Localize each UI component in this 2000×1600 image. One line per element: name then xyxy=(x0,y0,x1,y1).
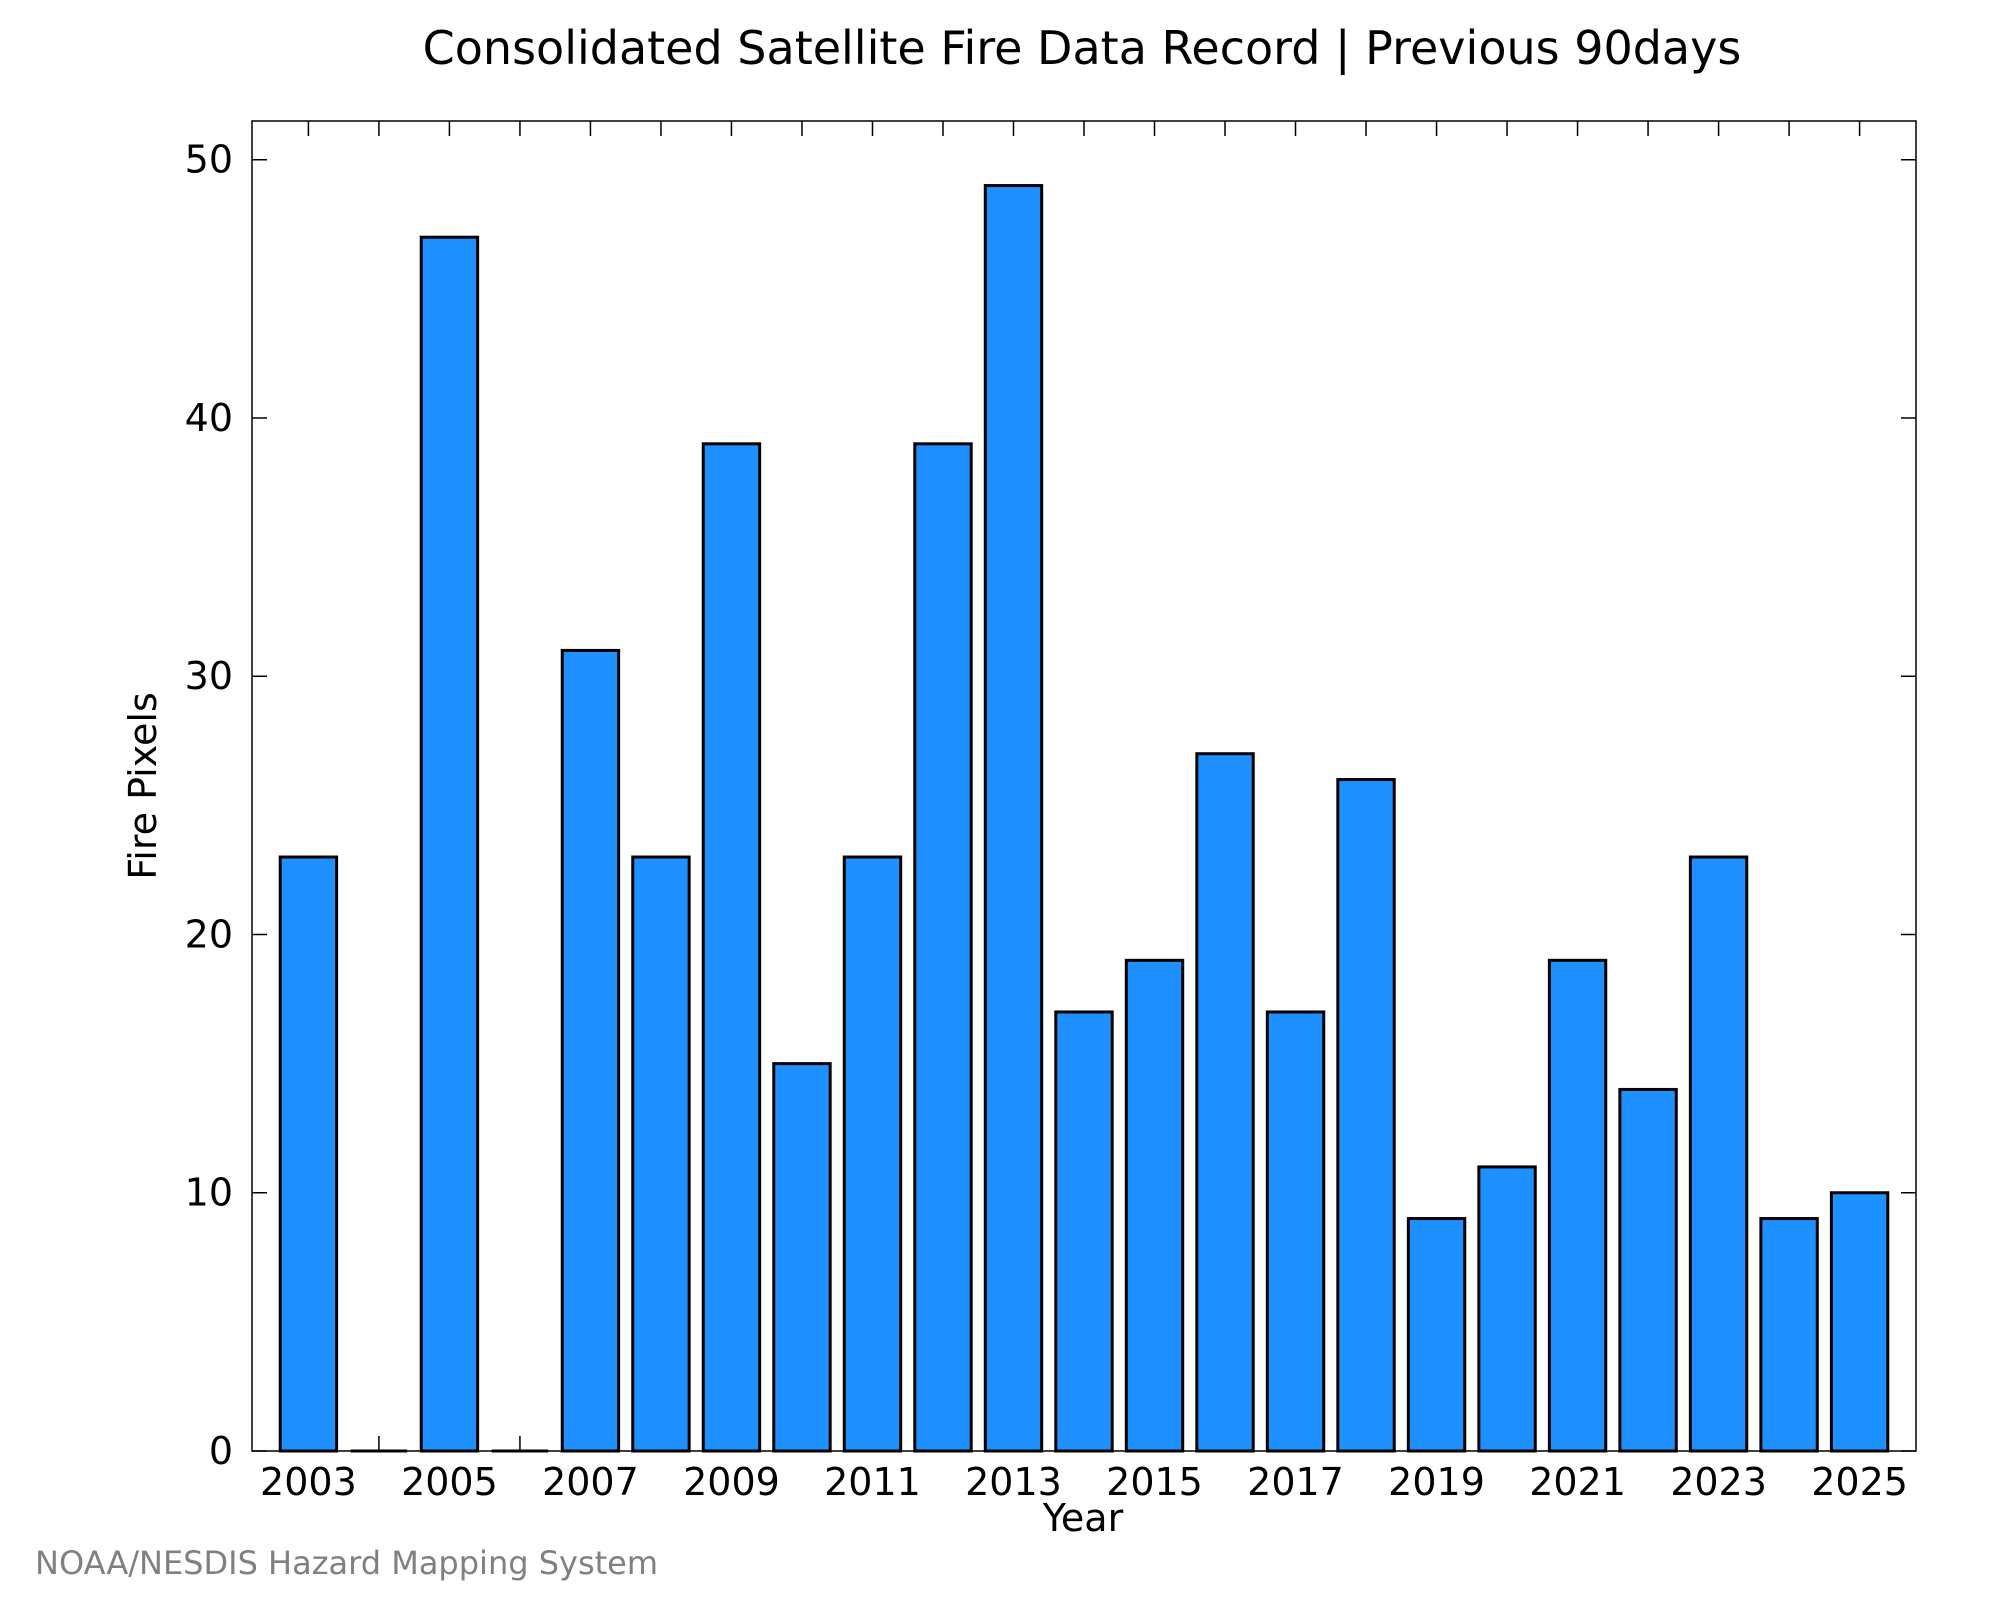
chart-title: Consolidated Satellite Fire Data Record … xyxy=(423,21,1742,76)
y-tick-label-20: 20 xyxy=(185,912,233,956)
bar-2016 xyxy=(1195,752,1255,1453)
bar-2007 xyxy=(560,648,621,1453)
bar-2009 xyxy=(701,442,762,1453)
y-axis-label: Fire Pixels xyxy=(121,692,165,880)
bar-2012 xyxy=(913,442,973,1453)
bar-2013 xyxy=(983,184,1044,1453)
y-tick-label-0: 0 xyxy=(209,1429,233,1473)
y-tick-label-50: 50 xyxy=(185,138,233,182)
bar-2025 xyxy=(1829,1191,1890,1453)
bar-2015 xyxy=(1124,958,1185,1453)
bar-2014 xyxy=(1054,1010,1114,1453)
bar-2018 xyxy=(1336,778,1396,1453)
bar-2021 xyxy=(1547,958,1608,1453)
x-tick-label-2009: 2009 xyxy=(683,1460,780,1504)
y-tick-label-10: 10 xyxy=(185,1171,233,1215)
x-axis-label: Year xyxy=(1042,1496,1124,1540)
bar-2010 xyxy=(772,1062,832,1453)
bar-2011 xyxy=(842,855,903,1453)
x-tick-label-2017: 2017 xyxy=(1247,1460,1344,1504)
x-tick-label-2025: 2025 xyxy=(1811,1460,1908,1504)
bar-2022 xyxy=(1618,1087,1678,1453)
x-tick-label-2021: 2021 xyxy=(1529,1460,1626,1504)
bars xyxy=(278,184,1890,1453)
bar-2017 xyxy=(1265,1010,1326,1453)
plot-frame xyxy=(251,120,1917,1452)
bar-2003 xyxy=(278,855,339,1453)
x-tick-label-2003: 2003 xyxy=(260,1460,357,1504)
bar-2024 xyxy=(1759,1217,1819,1453)
credit-text: NOAA/NESDIS Hazard Mapping System xyxy=(35,1544,658,1582)
bar-2020 xyxy=(1477,1165,1537,1453)
x-tick-label-2023: 2023 xyxy=(1670,1460,1767,1504)
x-tick-label-2011: 2011 xyxy=(824,1460,921,1504)
bar-2019 xyxy=(1406,1217,1467,1453)
x-tick-label-2005: 2005 xyxy=(401,1460,498,1504)
x-tick-label-2015: 2015 xyxy=(1106,1460,1203,1504)
bar-2023 xyxy=(1688,855,1749,1453)
bar-2005 xyxy=(419,235,480,1453)
bar-2008 xyxy=(631,855,691,1453)
y-tick-label-40: 40 xyxy=(185,396,233,440)
tick-labels: 2003 2005 2007 2009 2011 2013 2015 2017 2019 2021… xyxy=(185,138,1908,1504)
x-tick-label-2007: 2007 xyxy=(542,1460,639,1504)
x-tick-label-2019: 2019 xyxy=(1388,1460,1485,1504)
x-tick-label-2013: 2013 xyxy=(965,1460,1062,1504)
y-tick-label-30: 30 xyxy=(185,654,233,698)
